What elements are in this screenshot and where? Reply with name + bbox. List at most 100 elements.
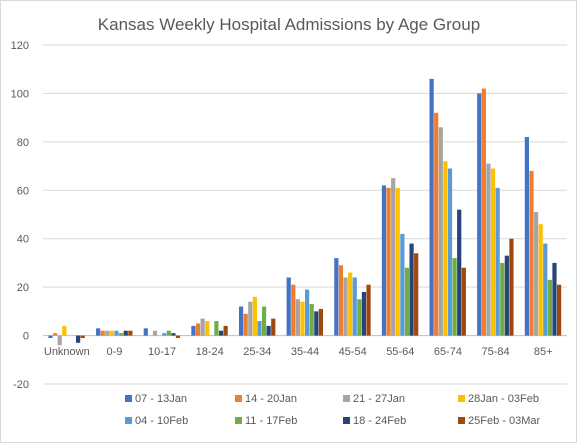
legend-label: 18 - 24Feb bbox=[353, 415, 406, 427]
bar bbox=[261, 306, 267, 336]
bar bbox=[524, 137, 529, 336]
bar bbox=[547, 279, 552, 336]
y-tick-label: 40 bbox=[17, 234, 29, 246]
y-tick-label: 60 bbox=[17, 185, 29, 197]
legend-swatch bbox=[343, 417, 350, 424]
x-tick-label: 85+ bbox=[534, 346, 553, 358]
bar bbox=[386, 187, 391, 336]
bar bbox=[80, 335, 85, 338]
x-tick-label: 75-84 bbox=[481, 346, 509, 358]
bar bbox=[53, 333, 58, 336]
x-tick-label: Unknown bbox=[44, 346, 90, 358]
bar bbox=[252, 296, 257, 336]
legend-swatch bbox=[125, 417, 132, 424]
bar bbox=[114, 330, 119, 336]
bar bbox=[62, 325, 67, 336]
bar bbox=[461, 267, 466, 336]
x-tick-label: 18-24 bbox=[196, 346, 224, 358]
bar bbox=[481, 88, 486, 336]
bar bbox=[205, 321, 210, 336]
bar bbox=[361, 291, 367, 336]
bar bbox=[404, 267, 410, 336]
bar bbox=[509, 238, 514, 336]
bar bbox=[486, 163, 491, 336]
bar bbox=[533, 212, 539, 336]
bar bbox=[334, 258, 339, 336]
bar bbox=[100, 330, 105, 336]
x-tick-label: 35-44 bbox=[291, 346, 319, 358]
legend-label: 04 - 10Feb bbox=[135, 415, 188, 427]
x-tick-label: 0-9 bbox=[107, 346, 123, 358]
bar bbox=[218, 330, 224, 336]
bar bbox=[238, 306, 244, 336]
bar bbox=[391, 178, 396, 336]
bar bbox=[495, 187, 500, 336]
bar bbox=[452, 258, 457, 336]
bar bbox=[314, 311, 319, 336]
y-tick-label: -20 bbox=[13, 379, 29, 391]
bar bbox=[175, 335, 181, 338]
legend-swatch bbox=[235, 417, 242, 424]
bar bbox=[305, 289, 310, 336]
bar bbox=[434, 112, 439, 336]
x-tick-label: 10-17 bbox=[148, 346, 176, 358]
x-tick-label: 65-74 bbox=[434, 346, 462, 358]
bars bbox=[48, 78, 562, 346]
bar bbox=[76, 335, 81, 343]
legend-swatch bbox=[235, 395, 242, 402]
y-tick-label: 20 bbox=[17, 282, 29, 294]
bar bbox=[128, 330, 133, 336]
bar bbox=[291, 284, 296, 336]
y-tick-label: 80 bbox=[17, 137, 29, 149]
bar bbox=[109, 330, 115, 336]
bar bbox=[409, 243, 414, 336]
bar bbox=[57, 335, 62, 346]
bar bbox=[414, 253, 419, 336]
bar bbox=[381, 185, 387, 336]
bar bbox=[500, 262, 505, 336]
bar bbox=[538, 224, 543, 336]
bar bbox=[152, 330, 158, 336]
bar bbox=[96, 328, 101, 336]
bar bbox=[318, 308, 323, 336]
bar bbox=[443, 161, 448, 336]
bar bbox=[48, 335, 53, 338]
bar bbox=[105, 330, 110, 336]
bar bbox=[552, 262, 557, 336]
x-axis-ticks: Unknown 0-9 10-17 18-24 25-34 35-44 45-54 55-64… bbox=[44, 346, 553, 358]
bar bbox=[504, 255, 509, 336]
y-axis-ticks: -20 0 20 40 60 80 100 120 bbox=[11, 40, 29, 391]
bar bbox=[171, 333, 176, 336]
legend-swatch bbox=[343, 395, 350, 402]
bar bbox=[357, 299, 362, 336]
bar bbox=[257, 321, 262, 336]
bar bbox=[556, 284, 562, 336]
bar bbox=[352, 277, 357, 336]
bar bbox=[366, 284, 371, 336]
legend-label: 11 - 17Feb bbox=[245, 415, 297, 427]
bar bbox=[429, 78, 434, 336]
bar bbox=[395, 187, 400, 336]
bar bbox=[490, 168, 496, 336]
bar bbox=[166, 330, 171, 336]
chart-title: Kansas Weekly Hospital Admissions by Age… bbox=[98, 15, 480, 34]
bar bbox=[300, 301, 305, 336]
bar bbox=[143, 328, 148, 336]
y-tick-label: 100 bbox=[11, 88, 29, 100]
bar bbox=[343, 277, 348, 336]
y-tick-label: 120 bbox=[11, 40, 29, 52]
bar bbox=[119, 333, 124, 336]
bar bbox=[200, 318, 205, 336]
x-tick-label: 45-54 bbox=[339, 346, 367, 358]
legend-swatch bbox=[125, 395, 132, 402]
bar bbox=[309, 304, 314, 336]
bar bbox=[243, 313, 248, 336]
bar bbox=[271, 318, 276, 336]
bar bbox=[266, 325, 271, 336]
bar bbox=[543, 243, 548, 336]
bar bbox=[214, 321, 219, 336]
bar bbox=[286, 277, 291, 336]
bar bbox=[195, 323, 201, 336]
bar bbox=[348, 272, 353, 336]
